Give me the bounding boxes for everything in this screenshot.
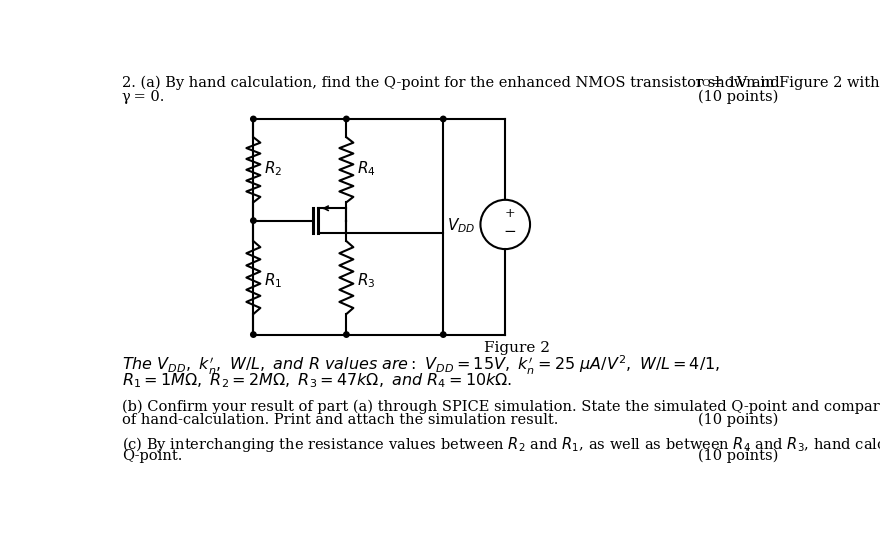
Circle shape — [344, 332, 349, 337]
Text: of hand-calculation. Print and attach the simulation result.: of hand-calculation. Print and attach th… — [121, 413, 558, 427]
Text: $V_{DD}$: $V_{DD}$ — [447, 216, 476, 235]
Text: +: + — [504, 207, 515, 220]
Text: (10 points): (10 points) — [698, 448, 778, 463]
Text: (10 points): (10 points) — [698, 413, 778, 427]
Text: 2. (a) By hand calculation, find the Q-point for the enhanced NMOS transistor sh: 2. (a) By hand calculation, find the Q-p… — [121, 76, 880, 90]
Text: TO: TO — [696, 79, 712, 88]
Text: $R_3$: $R_3$ — [357, 271, 376, 290]
Text: (b) Confirm your result of part (a) through SPICE simulation. State the simulate: (b) Confirm your result of part (a) thro… — [121, 399, 880, 413]
Text: (10 points): (10 points) — [698, 90, 778, 104]
Text: (c) By interchanging the resistance values between $R_2$ and $R_1$, as well as b: (c) By interchanging the resistance valu… — [121, 435, 880, 453]
Text: −: − — [503, 225, 517, 239]
Circle shape — [441, 116, 446, 122]
Text: Q-point.: Q-point. — [121, 448, 182, 462]
Text: $R_1 = 1M\Omega,\ R_2 = 2M\Omega,\ R_3 = 47k\Omega,\ \mathit{and}\ R_4 = 10k\Ome: $R_1 = 1M\Omega,\ R_2 = 2M\Omega,\ R_3 =… — [121, 371, 512, 390]
Circle shape — [441, 332, 446, 337]
Circle shape — [251, 218, 256, 223]
Circle shape — [251, 332, 256, 337]
Text: = 1V and: = 1V and — [708, 76, 780, 90]
Text: $\mathit{The}\ V_{DD},\ k^\prime_n,\ W/L,\ \mathit{and}\ R\ \mathit{values\ are:: $\mathit{The}\ V_{DD},\ k^\prime_n,\ W/L… — [121, 354, 720, 377]
Circle shape — [344, 116, 349, 122]
Circle shape — [251, 116, 256, 122]
Text: $R_2$: $R_2$ — [264, 159, 282, 178]
Text: $R_1$: $R_1$ — [264, 271, 282, 290]
Text: $R_4$: $R_4$ — [357, 159, 376, 178]
Text: Figure 2: Figure 2 — [484, 341, 550, 355]
Text: γ = 0.: γ = 0. — [121, 90, 164, 104]
